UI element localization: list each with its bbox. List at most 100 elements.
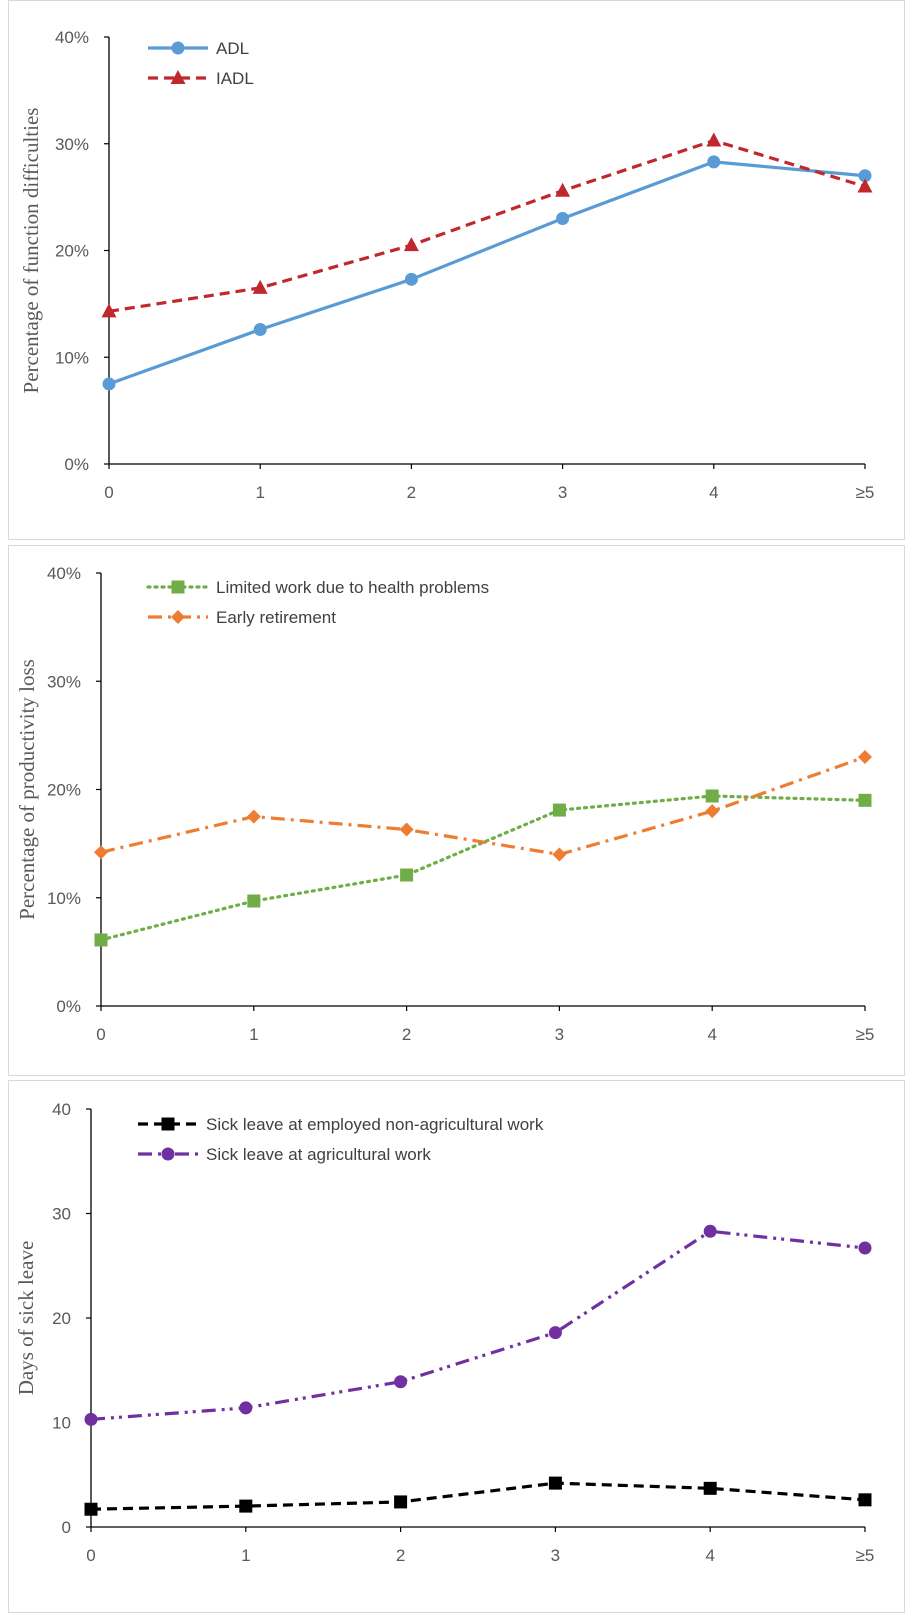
chart-panel-productivity-loss: 0% 10% 20% 30% 40% 0 1 2 3 4 ≥5 Percentage of produ… <box>0 545 905 1076</box>
legend-entry: Sick leave at employed non-agricultural … <box>138 1115 544 1134</box>
data-point <box>394 1495 408 1509</box>
data-point <box>556 211 570 225</box>
legend-entry: IADL <box>148 69 254 88</box>
x-tick-label: 1 <box>241 1546 250 1565</box>
series-line <box>99 794 867 942</box>
series-0 <box>84 1476 872 1516</box>
legend-marker <box>161 1147 175 1161</box>
data-point <box>253 322 267 336</box>
data-point <box>399 822 414 837</box>
data-point <box>252 279 268 294</box>
y-tick-label: 30 <box>52 1205 71 1224</box>
series-1 <box>94 750 872 862</box>
legend-label: ADL <box>216 39 249 58</box>
y-tick-label: 20 <box>52 1309 71 1328</box>
data-point <box>706 132 722 147</box>
data-point <box>858 750 872 765</box>
x-tick-label: 1 <box>255 483 264 502</box>
data-point <box>703 1224 717 1238</box>
data-point <box>857 178 873 193</box>
legend-entry: ADL <box>148 39 249 58</box>
chart-function-difficulties: 0% 10% 20% 30% 40% 0 1 2 3 4 ≥5 Percentage of funct… <box>19 28 874 502</box>
y-tick-label: 40% <box>55 28 89 47</box>
data-point <box>404 272 418 286</box>
panel-frame <box>8 0 905 540</box>
data-point <box>858 1493 872 1507</box>
series-line <box>90 1481 866 1511</box>
chart-productivity-loss: 0% 10% 20% 30% 40% 0 1 2 3 4 ≥5 Percentage of produ… <box>15 564 875 1044</box>
x-tick-label: 2 <box>402 1025 411 1044</box>
data-point <box>94 845 108 860</box>
series-0 <box>102 155 872 391</box>
y-tick-label: 30% <box>55 135 89 154</box>
x-tick-label: 3 <box>551 1546 560 1565</box>
series-line <box>100 755 866 857</box>
data-point <box>84 1502 98 1516</box>
legend-label: Early retirement <box>216 608 336 627</box>
data-point <box>247 894 261 908</box>
x-tick-label: 2 <box>396 1546 405 1565</box>
x-tick-label: ≥5 <box>856 1546 875 1565</box>
legend-entry: Sick leave at agricultural work <box>138 1145 431 1164</box>
x-tick-label: 0 <box>104 483 113 502</box>
y-tick-label: 0% <box>64 455 89 474</box>
data-point <box>403 237 419 252</box>
data-point <box>101 303 117 318</box>
legend-label: Limited work due to health problems <box>216 578 489 597</box>
x-tick-label: 0 <box>86 1546 95 1565</box>
data-point <box>703 1481 717 1495</box>
y-axis-label: Percentage of productivity loss <box>15 659 39 920</box>
x-tick-label: 4 <box>705 1546 714 1565</box>
data-point <box>705 789 719 803</box>
x-tick-label: 2 <box>407 483 416 502</box>
data-point <box>548 1476 562 1490</box>
data-point <box>552 803 566 817</box>
y-tick-label: 20% <box>47 781 81 800</box>
x-tick-label: ≥5 <box>856 1025 875 1044</box>
data-point <box>246 809 261 824</box>
x-tick-label: 3 <box>558 483 567 502</box>
data-point <box>858 793 872 807</box>
chart-sick-leave: 0 10 20 30 40 0 1 2 3 4 ≥5 Days of sick leave Sick l… <box>14 1100 875 1565</box>
y-axis-label: Percentage of function difficulties <box>19 108 43 394</box>
y-tick-label: 0 <box>62 1518 71 1537</box>
data-point <box>552 847 567 862</box>
chart-panel-function-difficulties: 0% 10% 20% 30% 40% 0 1 2 3 4 ≥5 Percentage of funct… <box>0 0 905 540</box>
data-point <box>548 1326 562 1340</box>
legend-label: Sick leave at employed non-agricultural … <box>206 1115 544 1134</box>
legend-marker <box>170 70 186 84</box>
y-tick-label: 10% <box>55 348 89 367</box>
data-point <box>858 1241 872 1255</box>
series-line <box>108 160 866 386</box>
series-0 <box>94 789 872 947</box>
series-1 <box>84 1224 872 1426</box>
y-tick-label: 40 <box>52 1100 71 1119</box>
y-axis-label: Days of sick leave <box>14 1241 38 1396</box>
series-line <box>90 1229 866 1421</box>
y-tick-label: 10% <box>47 889 81 908</box>
y-tick-label: 40% <box>47 564 81 583</box>
x-tick-label: 3 <box>555 1025 564 1044</box>
data-point <box>858 169 872 183</box>
data-point <box>394 1375 408 1389</box>
legend-label: IADL <box>216 69 254 88</box>
x-tick-label: 1 <box>249 1025 258 1044</box>
data-point <box>102 377 116 391</box>
data-point <box>705 804 720 819</box>
y-tick-label: 10 <box>52 1414 71 1433</box>
legend-label: Sick leave at agricultural work <box>206 1145 431 1164</box>
legend-marker <box>171 580 185 594</box>
legend-marker <box>171 41 185 55</box>
legend-marker <box>171 610 185 624</box>
y-tick-label: 30% <box>47 672 81 691</box>
x-tick-label: 0 <box>96 1025 105 1044</box>
data-point <box>555 182 571 197</box>
legend-entry: Limited work due to health problems <box>146 578 489 597</box>
panel-frame <box>8 545 905 1076</box>
y-tick-label: 0% <box>56 997 81 1016</box>
x-tick-label: 4 <box>709 483 718 502</box>
series-1 <box>101 132 873 318</box>
data-point <box>239 1401 253 1415</box>
data-point <box>84 1412 98 1426</box>
series-line <box>108 138 866 313</box>
